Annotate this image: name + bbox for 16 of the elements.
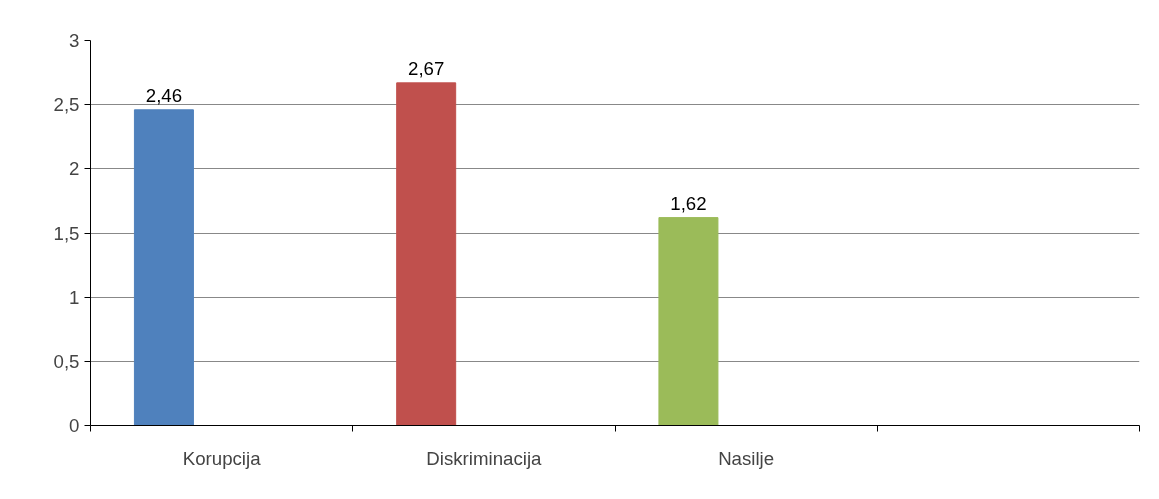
- x-tick-label: Diskriminacija: [426, 447, 543, 469]
- y-tick-label: 0,5: [53, 350, 80, 372]
- y-tick-label: 2,5: [53, 94, 80, 116]
- y-tick-label: 2: [69, 158, 80, 180]
- y-tick-label: 1: [69, 286, 80, 308]
- data-label: 2,46: [145, 84, 183, 106]
- y-tick-label: 1,5: [53, 222, 80, 244]
- y-tick-label: 3: [69, 30, 80, 51]
- y-tick-label: 0: [69, 415, 80, 436]
- data-label: 1,62: [670, 192, 707, 214]
- x-tick-label: Nasilje: [718, 447, 775, 469]
- bar: [658, 217, 719, 426]
- bar: [133, 109, 194, 426]
- x-tick-label: Korupcija: [182, 447, 262, 469]
- data-label: 2,67: [408, 57, 445, 79]
- bar: [396, 82, 457, 426]
